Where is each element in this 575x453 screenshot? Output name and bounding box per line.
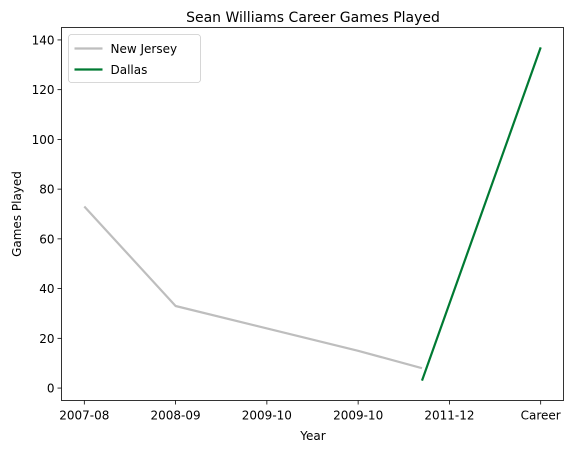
y-tick-label-1: 20 [39,332,54,346]
y-tick-label-7: 140 [32,33,55,47]
axes-layer: 0 20 40 60 80 100 120 140 2007-08 2008-09 2009-10 2… [32,33,561,422]
y-tick-label-5: 100 [32,133,55,147]
y-tick-label-3: 60 [39,232,54,246]
y-tick-label-0: 0 [47,382,55,396]
legend-label-1: Dallas [111,63,148,77]
series-line-1 [420,47,542,381]
y-tick-label-2: 40 [39,282,54,296]
legend-label-0: New Jersey [111,42,178,56]
plot-area [61,27,564,401]
legend: New Jersey Dallas [68,34,201,83]
y-axis-label: Games Played [10,171,24,257]
plot-frame [61,27,564,401]
y-tick-label-4: 80 [39,183,54,197]
x-tick-label-5: Career [521,409,561,423]
series-line-0 [83,205,423,370]
x-axis-label: Year [299,429,325,443]
x-tick-label-2: 2009-10 [242,409,292,423]
x-tick-label-4: 2011-12 [424,409,474,423]
x-tick-label-1: 2008-09 [151,409,201,423]
chart-title: Sean Williams Career Games Played [186,10,440,26]
series-layer [83,47,542,381]
x-tick-label-0: 2007-08 [59,409,109,423]
x-tick-label-3: 2009-10 [333,409,383,423]
y-tick-label-6: 120 [32,83,55,97]
